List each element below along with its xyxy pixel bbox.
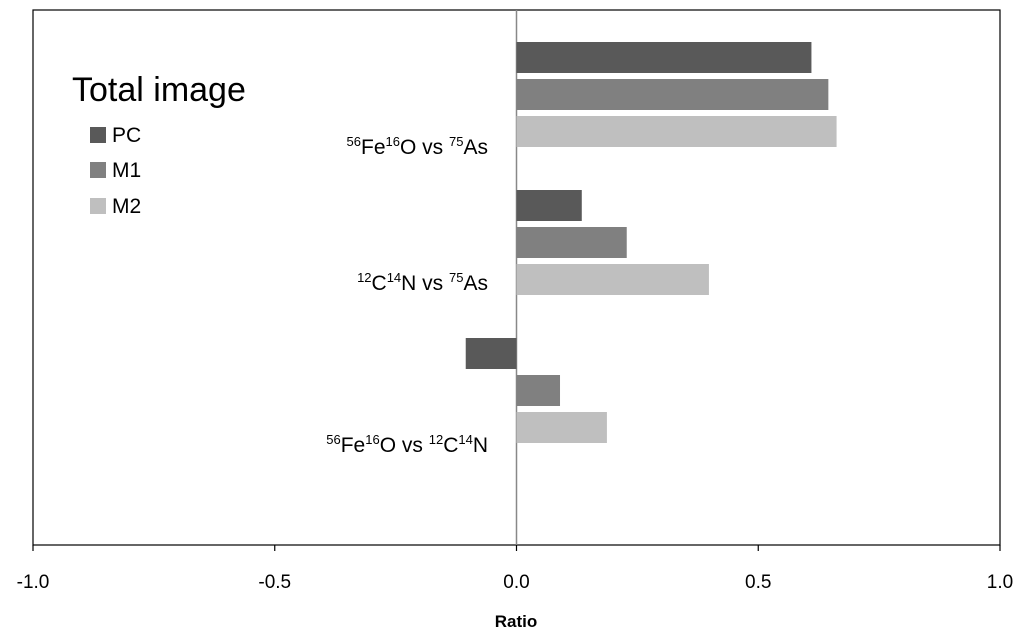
bar-m1-fe-as bbox=[516, 79, 829, 110]
bars-layer bbox=[465, 42, 837, 443]
bar-pc-cn-as bbox=[516, 190, 582, 221]
x-tick-label: -1.0 bbox=[17, 572, 50, 593]
legend-swatch-m2 bbox=[90, 198, 106, 214]
legend-swatch-m1 bbox=[90, 162, 106, 178]
legend-title: Total image bbox=[72, 71, 246, 109]
legend-items: PC M1 M2 bbox=[90, 124, 141, 218]
bar-m2-fe-cn bbox=[516, 412, 607, 443]
bar-pc-fe-cn bbox=[465, 338, 517, 369]
x-axis-label: Ratio bbox=[495, 612, 538, 631]
legend: Total image PC M1 M2 bbox=[72, 71, 246, 218]
legend-label-pc: PC bbox=[112, 124, 141, 147]
x-tick-label: 0.0 bbox=[503, 572, 529, 593]
category-label-fe-cn: 56Fe16O vs 12C14N bbox=[326, 432, 488, 457]
bar-m2-cn-as bbox=[516, 264, 709, 295]
category-label-cn-as: 12C14N vs 75As bbox=[357, 270, 488, 295]
bar-m2-fe-as bbox=[516, 116, 837, 147]
legend-label-m1: M1 bbox=[112, 159, 141, 182]
x-tick-label: 0.5 bbox=[745, 572, 771, 593]
legend-swatch-pc bbox=[90, 127, 106, 143]
x-tick-label: 1.0 bbox=[987, 572, 1013, 593]
legend-label-m2: M2 bbox=[112, 195, 141, 218]
bar-pc-fe-as bbox=[516, 42, 812, 73]
x-axis-ticks: -1.0 -0.5 0.0 0.5 1.0 bbox=[17, 545, 1013, 593]
x-tick-label: -0.5 bbox=[258, 572, 291, 593]
bar-m1-fe-cn bbox=[516, 375, 561, 406]
bar-m1-cn-as bbox=[516, 227, 627, 258]
category-labels: 56Fe16O vs 75As 12C14N vs 75As 56Fe16O vs … bbox=[326, 134, 488, 457]
category-label-fe-as: 56Fe16O vs 75As bbox=[347, 134, 488, 159]
